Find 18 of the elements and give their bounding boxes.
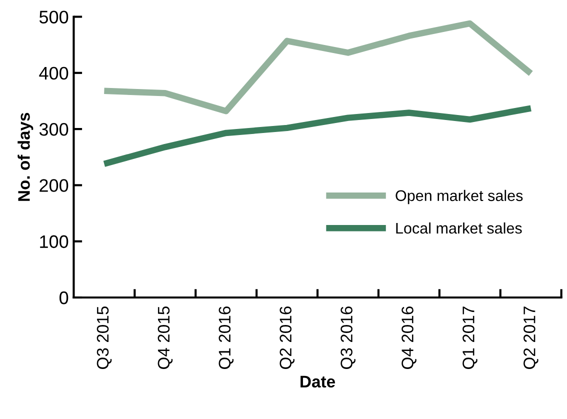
y-tick-label: 300 — [39, 122, 68, 136]
y-tick-label: 500 — [39, 10, 68, 24]
x-tick-label: Q2 2017 — [524, 306, 538, 369]
x-tick-label: Q1 2016 — [218, 306, 234, 369]
y-tick-label: 0 — [60, 291, 68, 304]
x-tick-label: Q4 2016 — [402, 306, 416, 369]
x-tick-label: Q4 2015 — [158, 306, 173, 369]
y-tick-label: 100 — [40, 235, 68, 248]
x-tick-label: Q3 2016 — [340, 306, 356, 369]
x-tick-label: Q3 2015 — [96, 306, 112, 369]
y-tick-label: 200 — [40, 179, 68, 192]
y-tick-label: 400 — [39, 66, 68, 80]
x-tick-label: Q1 2017 — [462, 306, 478, 369]
x-axis-title: Date — [300, 376, 336, 388]
y-axis-title: No. of days — [18, 112, 34, 201]
legend-label: Open market sales — [396, 190, 523, 204]
legend-label: Local market sales — [396, 222, 522, 234]
x-tick-label: Q2 2016 — [280, 306, 294, 369]
